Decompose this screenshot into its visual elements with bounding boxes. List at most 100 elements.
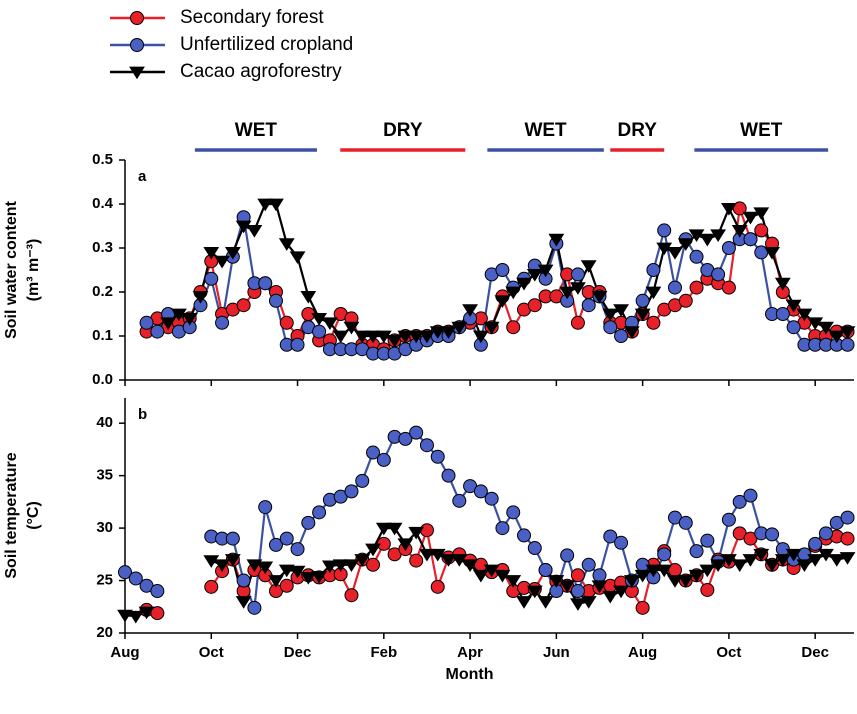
marker bbox=[667, 280, 682, 295]
marker bbox=[657, 223, 672, 238]
y-tick-label: 30 bbox=[96, 519, 113, 536]
marker bbox=[603, 529, 618, 544]
marker bbox=[667, 575, 683, 588]
marker bbox=[375, 330, 392, 344]
y-tick-label: 0.1 bbox=[92, 327, 113, 344]
marker bbox=[634, 569, 651, 583]
marker bbox=[150, 606, 165, 621]
y-axis-label: Soil temperature (°C) bbox=[3, 452, 42, 578]
marker bbox=[279, 315, 294, 330]
legend-label: Secondary forest bbox=[180, 7, 324, 28]
marker bbox=[614, 535, 629, 550]
marker bbox=[743, 232, 758, 247]
season-label: WET bbox=[235, 120, 278, 141]
marker bbox=[301, 515, 316, 530]
marker bbox=[224, 247, 241, 260]
marker bbox=[796, 559, 813, 573]
marker bbox=[462, 559, 478, 573]
y-tick-label: 0.3 bbox=[92, 239, 113, 256]
marker bbox=[785, 548, 802, 562]
season-label: WET bbox=[524, 120, 567, 141]
marker bbox=[483, 321, 500, 335]
marker bbox=[689, 280, 704, 295]
marker bbox=[247, 600, 262, 615]
marker bbox=[677, 238, 694, 251]
marker bbox=[570, 568, 585, 583]
marker bbox=[667, 247, 683, 260]
y-axis-label-line: Soil temperature bbox=[3, 452, 20, 578]
marker bbox=[517, 528, 532, 543]
marker bbox=[311, 570, 328, 584]
marker bbox=[171, 308, 187, 322]
marker bbox=[731, 225, 748, 238]
marker bbox=[366, 445, 381, 460]
marker bbox=[257, 561, 274, 575]
marker bbox=[462, 304, 478, 317]
marker bbox=[537, 264, 554, 278]
marker bbox=[366, 557, 381, 572]
marker bbox=[570, 598, 586, 611]
marker bbox=[700, 533, 715, 548]
marker bbox=[278, 564, 295, 578]
marker bbox=[441, 468, 456, 483]
marker bbox=[839, 326, 856, 339]
marker bbox=[409, 553, 424, 568]
marker bbox=[527, 298, 542, 313]
y-axis-label-line: (°C) bbox=[25, 501, 42, 530]
marker bbox=[150, 324, 165, 339]
marker bbox=[699, 233, 716, 247]
marker bbox=[581, 557, 596, 572]
y-axis-label-line: Soil water content bbox=[3, 200, 20, 338]
marker bbox=[268, 537, 283, 552]
marker bbox=[279, 578, 294, 593]
y-axis-label-line: (m³ m⁻³) bbox=[25, 239, 42, 302]
x-tick-label: Aug bbox=[110, 644, 139, 661]
marker bbox=[656, 242, 673, 256]
marker bbox=[365, 543, 381, 557]
y-axis-label: Soil water content (m³ m⁻³) bbox=[3, 200, 42, 338]
marker bbox=[807, 554, 824, 567]
marker bbox=[613, 585, 629, 599]
marker bbox=[290, 542, 305, 557]
marker bbox=[344, 588, 359, 603]
marker bbox=[581, 298, 596, 313]
marker bbox=[711, 267, 726, 282]
marker bbox=[332, 330, 349, 344]
marker bbox=[765, 527, 780, 542]
marker bbox=[258, 276, 273, 291]
marker bbox=[678, 293, 693, 308]
marker bbox=[731, 559, 748, 573]
marker bbox=[419, 523, 434, 538]
y-tick-label: 0.0 bbox=[92, 371, 113, 388]
marker bbox=[710, 559, 727, 573]
marker bbox=[311, 313, 328, 326]
x-tick-label: Oct bbox=[716, 644, 741, 661]
x-tick-label: Jun bbox=[543, 644, 570, 661]
marker bbox=[634, 308, 651, 322]
y-tick-label: 0.2 bbox=[92, 283, 113, 300]
marker bbox=[506, 320, 521, 335]
marker bbox=[473, 484, 488, 499]
x-tick-label: Dec bbox=[801, 644, 829, 661]
marker bbox=[700, 582, 715, 597]
marker bbox=[743, 488, 758, 503]
marker bbox=[623, 575, 640, 588]
marker bbox=[538, 563, 553, 578]
marker bbox=[613, 304, 629, 317]
marker bbox=[580, 596, 597, 609]
marker bbox=[203, 555, 220, 568]
marker bbox=[408, 330, 425, 344]
marker bbox=[354, 330, 371, 344]
marker bbox=[505, 575, 522, 588]
marker bbox=[840, 510, 855, 525]
marker bbox=[279, 531, 294, 546]
marker bbox=[130, 38, 144, 52]
marker bbox=[419, 330, 435, 344]
marker bbox=[559, 286, 576, 300]
marker bbox=[408, 526, 425, 540]
marker bbox=[472, 569, 489, 583]
marker bbox=[559, 580, 576, 594]
marker bbox=[246, 559, 263, 573]
marker bbox=[678, 515, 693, 530]
